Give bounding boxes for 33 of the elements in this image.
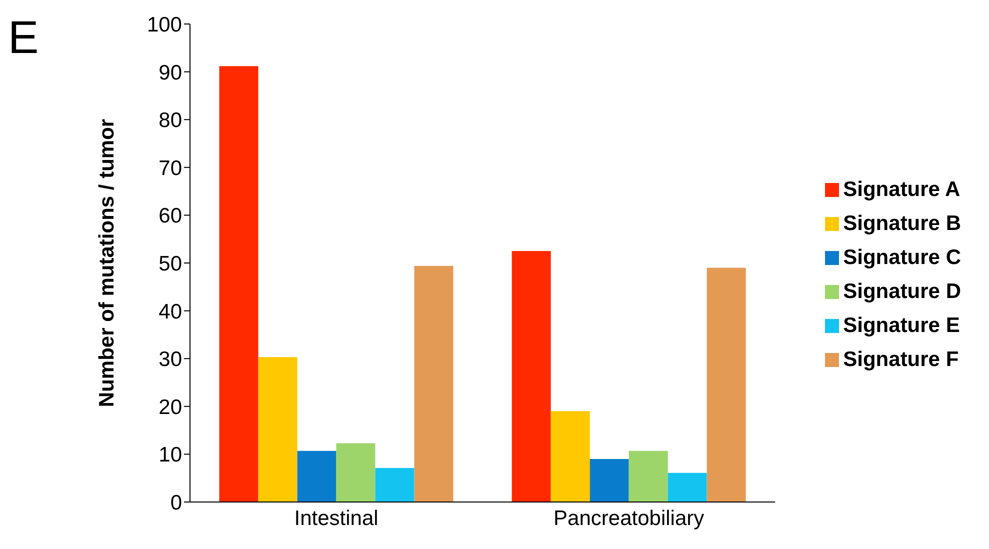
legend-label: Signature A [843,178,960,200]
y-tick-label: 20 [158,396,182,419]
bar [590,458,629,502]
bar [550,411,590,502]
legend-label: Signature D [843,280,961,302]
y-tick-label: 30 [158,348,182,372]
bar [375,468,414,502]
y-tick-label: 90 [158,61,182,84]
bar [414,266,454,502]
y-axis-title: Number of mutations / tumor [95,118,118,408]
x-tick-label: Intestinal [294,506,378,530]
y-tick-label: 0 [170,491,182,514]
bar [258,357,298,502]
legend-label: Signature F [843,348,959,370]
bar [219,66,258,502]
bar [297,450,336,502]
y-tick-label: 60 [158,204,182,228]
legend-label: Signature C [843,246,961,268]
bar [336,443,376,502]
bar [668,472,707,502]
y-tick-label: 10 [158,444,182,467]
text: E [8,10,39,64]
y-tick-label: 100 [146,13,182,36]
bar [706,268,746,502]
y-tick-label: 80 [158,109,182,132]
bar [628,450,668,502]
y-tick-label: 50 [158,252,182,276]
y-tick-label: 40 [158,300,182,324]
legend-label: Signature E [843,314,960,336]
y-tick-label: 70 [158,156,182,180]
x-tick-label: Pancreatobiliary [554,506,705,530]
bar [512,251,551,502]
legend-label: Signature B [843,212,961,234]
